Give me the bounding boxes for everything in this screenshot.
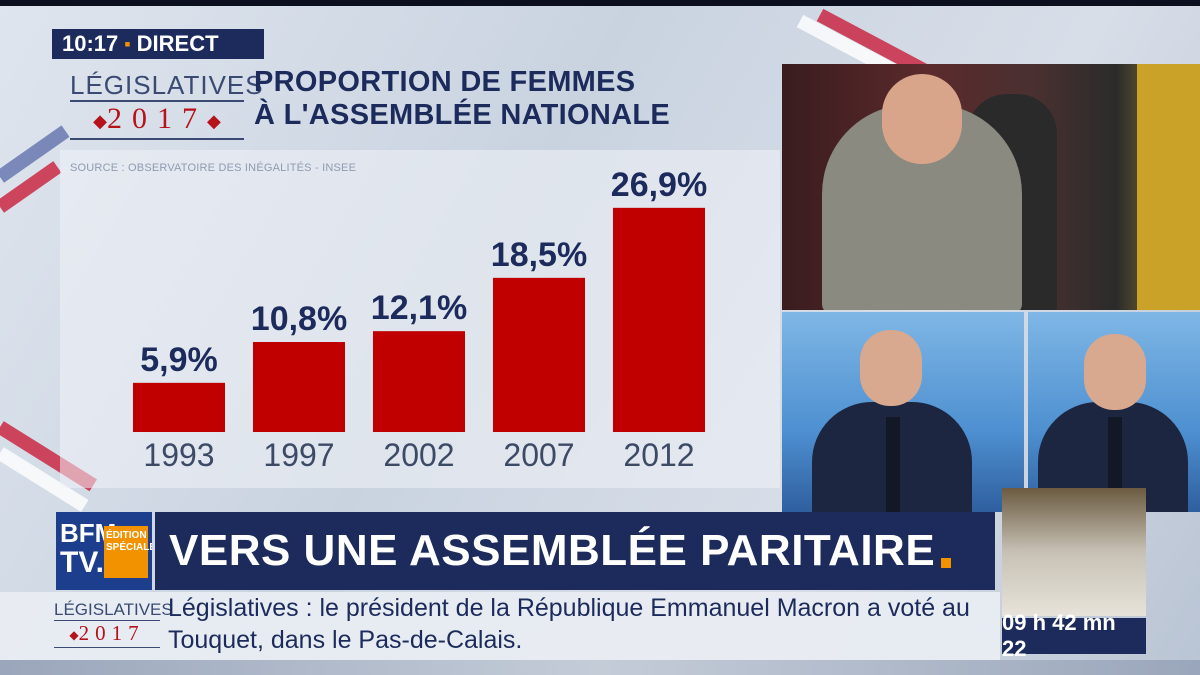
presenter-tie [886, 417, 900, 512]
ticker-text: Législatives : le président de la Républ… [168, 594, 970, 654]
video-figure-head [882, 74, 962, 164]
bar-value-label: 12,1% [371, 289, 467, 327]
ticker-logo-year: 2017 [78, 621, 145, 645]
x-tick-label: 2007 [503, 437, 574, 473]
bottom-strip [0, 660, 1200, 675]
bar-value-label: 18,5% [491, 236, 587, 274]
presenter-head [860, 330, 922, 406]
channel-logo: BFM TV. ÉDITION SPÉCIALE [56, 512, 152, 590]
legislatives-logo: LÉGISLATIVES ◆2017◆ [70, 70, 264, 141]
logo-diamond-icon: ◆ [93, 111, 107, 132]
live-time: 10:17 [62, 31, 119, 56]
logo-year: 2017 [107, 102, 207, 135]
bar-1997 [253, 342, 345, 432]
chart-source: SOURCE : OBSERVATOIRE DES INÉGALITÉS - I… [70, 162, 357, 174]
video-presenter-left [782, 312, 1024, 512]
logo-title: LÉGISLATIVES [70, 70, 264, 102]
live-label: DIRECT [136, 31, 219, 56]
bar-2002 [373, 331, 465, 432]
bar-2007 [493, 277, 585, 432]
ticker-diamond-icon: ◆ [69, 628, 79, 643]
x-tick-label: 2012 [623, 437, 694, 473]
clock-display: 09 h 42 mn 22 [1002, 610, 1146, 661]
x-tick-label: 1997 [263, 437, 334, 473]
bar-1993 [133, 382, 225, 432]
bar-value-label: 10,8% [251, 300, 347, 338]
ticker-logo-year-row: ◆2017 [54, 621, 160, 649]
ticker-logo: LÉGISLATIVES ◆2017 [54, 600, 173, 649]
channel-logo-line-2: TV. [60, 546, 104, 579]
bar-value-label: 26,9% [611, 166, 707, 204]
headline-accent-dot [941, 558, 952, 568]
video-voter [782, 64, 1200, 310]
live-badge: 10:17 ▪ DIRECT [52, 29, 264, 59]
news-ticker [0, 592, 1000, 660]
video-presenter-right [1028, 312, 1200, 512]
top-strip [0, 0, 1200, 6]
logo-year-row: ◆2017◆ [70, 102, 244, 141]
logo-diamond-icon: ◆ [207, 111, 221, 132]
chart-title: PROPORTION DE FEMMES À L'ASSEMBLÉE NATIO… [254, 66, 670, 132]
video-thumbnail [1002, 488, 1146, 616]
bar-chart: 5,9% 1993 10,8% 1997 12,1% 2002 18,5% 2007 26,9%… [133, 166, 707, 473]
chart-title-line-1: PROPORTION DE FEMMES [254, 66, 636, 98]
chart-title-line-2: À L'ASSEMBLÉE NATIONALE [254, 99, 671, 131]
edition-badge: ÉDITION SPÉCIALE [104, 526, 152, 578]
headline-bar: VERS UNE ASSEMBLÉE PARITAIRE [155, 512, 995, 590]
ticker-logo-title: LÉGISLATIVES [54, 600, 173, 621]
headline-text: VERS UNE ASSEMBLÉE PARITAIRE [169, 526, 936, 575]
presenter-head [1084, 334, 1146, 410]
video-curtain [1137, 64, 1200, 310]
live-separator: ▪ [124, 33, 131, 54]
x-tick-label: 1993 [143, 437, 214, 473]
bar-value-label: 5,9% [140, 341, 218, 379]
bar-2012 [613, 207, 705, 432]
x-tick-label: 2002 [383, 437, 454, 473]
